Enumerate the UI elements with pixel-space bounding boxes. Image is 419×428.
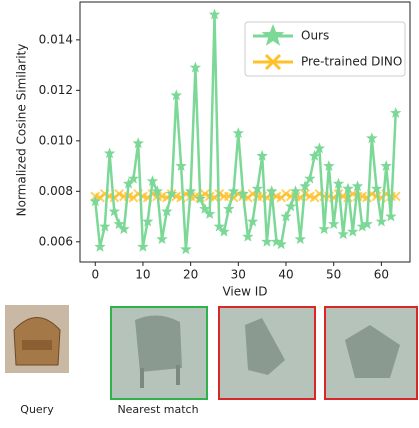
mismatch-image — [219, 307, 315, 399]
y-tick-label: 0.010 — [39, 133, 73, 147]
x-axis-label: View ID — [222, 285, 267, 299]
star-marker — [295, 233, 306, 244]
mismatch-image — [325, 307, 417, 399]
x-tick-label: 20 — [183, 268, 198, 282]
star-marker — [137, 241, 149, 252]
y-tick-label: 0.006 — [39, 234, 73, 248]
legend-label: Ours — [301, 29, 329, 43]
star-marker — [156, 233, 167, 244]
star-marker — [180, 243, 191, 254]
caption: Nearest match — [117, 403, 198, 416]
x-tick-label: 0 — [91, 268, 99, 282]
star-marker — [338, 228, 349, 239]
caption: Query — [20, 403, 54, 416]
x-tick-label: 50 — [326, 268, 341, 282]
y-tick-label: 0.014 — [39, 32, 73, 46]
star-marker — [304, 173, 316, 184]
star-marker — [385, 211, 396, 222]
star-marker — [347, 226, 358, 237]
star-marker — [376, 216, 387, 227]
star-marker — [319, 223, 330, 234]
y-tick-label: 0.012 — [39, 83, 73, 97]
star-marker — [285, 201, 296, 212]
star-marker — [242, 231, 253, 242]
figure: Normalized Cosine Similarity View ID Que… — [0, 0, 419, 424]
match-image — [111, 307, 207, 399]
star-marker — [261, 236, 272, 247]
legend-label: Pre-trained DINO — [301, 55, 402, 69]
x-tick-label: 60 — [374, 268, 389, 282]
y-tick-label: 0.008 — [39, 184, 73, 198]
y-axis-label: Normalized Cosine Similarity — [15, 44, 29, 217]
query-image — [5, 305, 69, 373]
star-marker — [94, 241, 105, 252]
x-tick-label: 10 — [135, 268, 150, 282]
x-tick-label: 40 — [278, 268, 293, 282]
x-tick-label: 30 — [231, 268, 246, 282]
